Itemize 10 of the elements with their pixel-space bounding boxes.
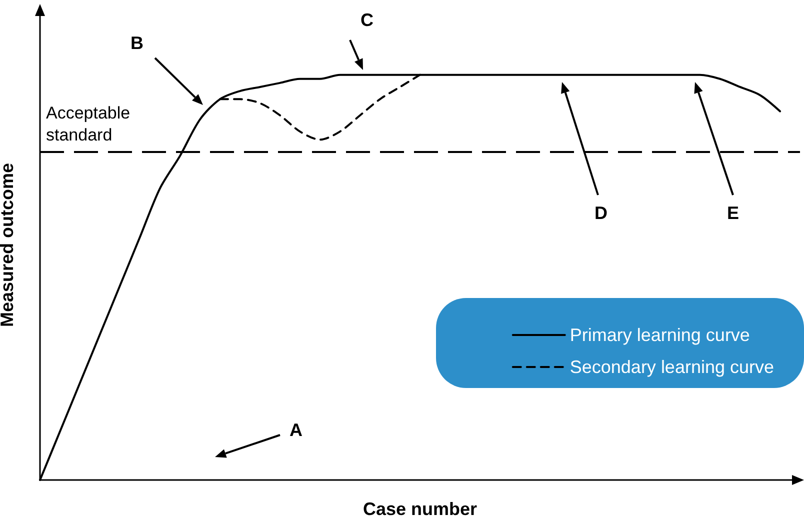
- legend-label: Primary learning curve: [570, 325, 750, 345]
- ref-line-label: Acceptable standard: [46, 103, 135, 144]
- annotation: E: [726, 203, 740, 223]
- y-axis-title: Measured outcome: [0, 162, 17, 328]
- text: B: [130, 33, 144, 53]
- x-axis-title: Case number: [362, 499, 478, 516]
- annotation: A: [290, 420, 302, 440]
- legend-label: Secondary learning curve: [570, 357, 774, 377]
- text: C: [360, 10, 374, 30]
- annotation: D: [594, 203, 608, 223]
